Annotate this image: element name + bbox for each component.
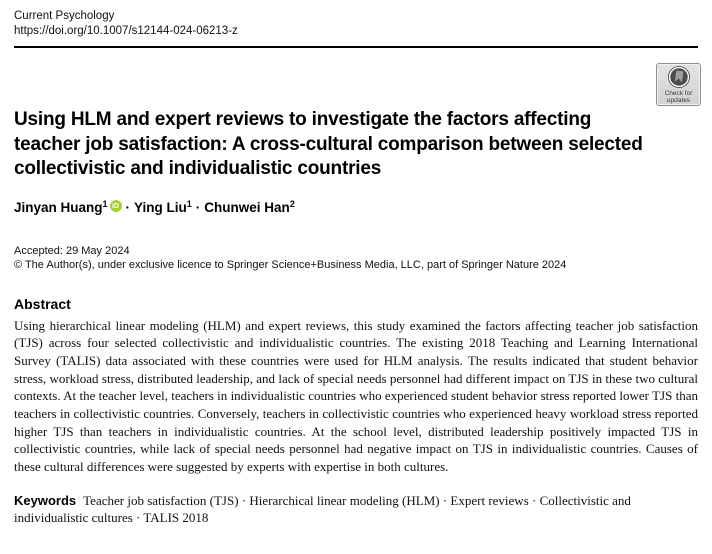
accepted-date: Accepted: 29 May 2024 (14, 244, 130, 257)
author-separator: · (195, 199, 201, 215)
author-separator: · (125, 199, 131, 215)
article-meta: Accepted: 29 May 2024 © The Author(s), u… (14, 244, 698, 273)
crossmark-bookmark-icon (667, 66, 690, 88)
abstract-section: Abstract Using hierarchical linear model… (14, 296, 698, 476)
badge-text-line1: Check for (664, 90, 693, 97)
author-name[interactable]: Jinyan Huang (14, 199, 103, 215)
author-affiliation-sup: 1 (186, 198, 192, 209)
abstract-text: Using hierarchical linear modeling (HLM)… (14, 317, 698, 475)
article-title: Using HLM and expert reviews to investig… (14, 109, 643, 179)
journal-header: Current Psychology https://doi.org/10.10… (14, 9, 698, 39)
author-affiliation-sup: 1 (102, 198, 108, 209)
abstract-heading: Abstract (14, 295, 71, 312)
keywords-label: Keywords (14, 492, 77, 508)
author-affiliation-sup: 2 (289, 198, 295, 209)
check-for-updates-badge[interactable]: Check for updates (656, 63, 701, 106)
author-name[interactable]: Chunwei Han (204, 199, 290, 215)
orcid-icon[interactable]: iD (109, 200, 122, 212)
journal-name: Current Psychology (14, 10, 115, 22)
header-divider (14, 46, 698, 48)
authors-line: Jinyan Huang1 iD · Ying Liu1 · Chunwei Han2 (14, 199, 698, 215)
keywords-line: Keywords Teacher job satisfaction (TJS) ·… (14, 492, 698, 527)
keywords-text: Teacher job satisfaction (TJS) · Hierarc… (14, 492, 631, 526)
doi-link[interactable]: https://doi.org/10.1007/s12144-024-06213… (14, 25, 238, 37)
copyright-line: © The Author(s), under exclusive licence… (14, 259, 567, 271)
badge-text-line2: updates (666, 97, 691, 104)
author-name[interactable]: Ying Liu (134, 199, 187, 215)
